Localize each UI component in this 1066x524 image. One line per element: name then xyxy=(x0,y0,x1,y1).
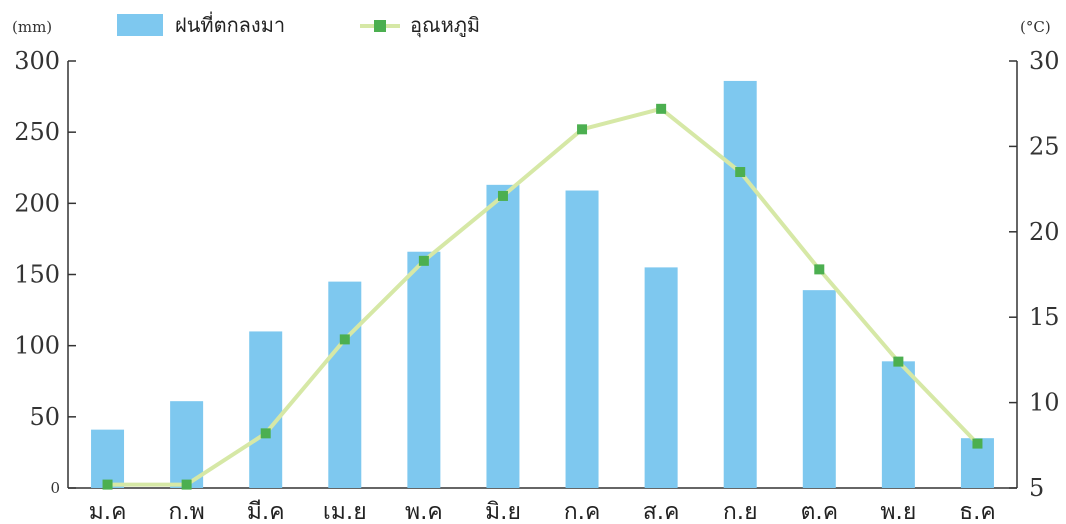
rain-bars xyxy=(91,80,994,489)
y-right-unit: (°C) xyxy=(1020,18,1051,36)
y-right-tick-label: 25 xyxy=(1029,132,1060,160)
temperature-point xyxy=(656,103,667,114)
y-left-ticks: 0 50 100 150 200 250 300 xyxy=(14,47,76,497)
temperature-point xyxy=(181,479,192,490)
legend-temp-marker xyxy=(374,20,386,32)
month-label: ต.ค xyxy=(800,499,838,524)
month-label: มี.ค xyxy=(247,499,285,524)
y-right-tick-label: 10 xyxy=(1029,389,1060,417)
month-label: มิ.ย xyxy=(485,499,521,524)
y-left-tick-label: 0 xyxy=(50,479,60,497)
rain-bar xyxy=(881,361,915,488)
legend-rain-swatch xyxy=(117,14,163,36)
month-label: ก.พ xyxy=(168,499,204,524)
rain-bar xyxy=(249,331,283,488)
legend-temp-label: อุณหภูมิ xyxy=(410,13,480,38)
temperature-point xyxy=(418,255,429,266)
temperature-point xyxy=(497,190,508,201)
rain-bar xyxy=(723,80,757,488)
month-label: เม.ย xyxy=(323,499,367,524)
y-right-tick-label: 15 xyxy=(1029,303,1060,331)
y-left-tick-label: 250 xyxy=(14,118,60,146)
y-right-tick-label: 20 xyxy=(1029,218,1060,246)
y-left-tick-label: 200 xyxy=(14,189,60,217)
y-right-tick-label: 5 xyxy=(1029,474,1044,502)
temperature-point xyxy=(102,479,113,490)
y-right-tick-label: 30 xyxy=(1029,47,1060,75)
temperature-line xyxy=(107,106,979,487)
month-label: ก.ย xyxy=(723,499,758,524)
rain-bar xyxy=(565,190,599,489)
month-labels: ม.ค ก.พ มี.ค เม.ย พ.ค มิ.ย ก.ค ส.ค ก.ย ต.ค พ.ย ธ.ค xyxy=(89,499,996,524)
rain-bar xyxy=(802,290,836,488)
month-label: พ.ค xyxy=(405,499,443,524)
temperature-point xyxy=(577,124,588,135)
month-label: พ.ย xyxy=(880,499,916,524)
y-left-tick-label: 50 xyxy=(29,403,60,431)
month-label: ส.ค xyxy=(643,499,680,524)
y-right-ticks: 5 10 15 20 25 30 xyxy=(1009,47,1060,502)
rain-bar xyxy=(328,281,362,488)
temperature-point xyxy=(735,167,746,178)
y-left-unit: (mm) xyxy=(12,18,52,36)
temperature-line-layer xyxy=(102,103,983,490)
y-left-tick-label: 100 xyxy=(14,332,60,360)
rain-bar xyxy=(486,184,520,488)
y-left-tick-label: 300 xyxy=(14,47,60,75)
rain-bar xyxy=(91,429,125,488)
rain-bar xyxy=(407,251,441,488)
temperature-point xyxy=(339,334,350,345)
temperature-point xyxy=(814,264,825,275)
temperature-point xyxy=(972,438,983,449)
y-left-tick-label: 150 xyxy=(14,261,60,289)
rain-bar xyxy=(644,267,678,488)
temperature-point xyxy=(893,356,904,367)
rain-bar xyxy=(170,401,204,488)
axes xyxy=(67,61,1018,489)
legend-rain-label: ฝนที่ตกลงมา xyxy=(175,11,285,37)
legend: ฝนที่ตกลงมา อุณหภูมิ xyxy=(117,11,480,38)
month-label: ม.ค xyxy=(89,499,127,524)
month-label: ธ.ค xyxy=(959,499,996,524)
temperature-point xyxy=(260,428,271,439)
month-label: ก.ค xyxy=(564,499,601,524)
